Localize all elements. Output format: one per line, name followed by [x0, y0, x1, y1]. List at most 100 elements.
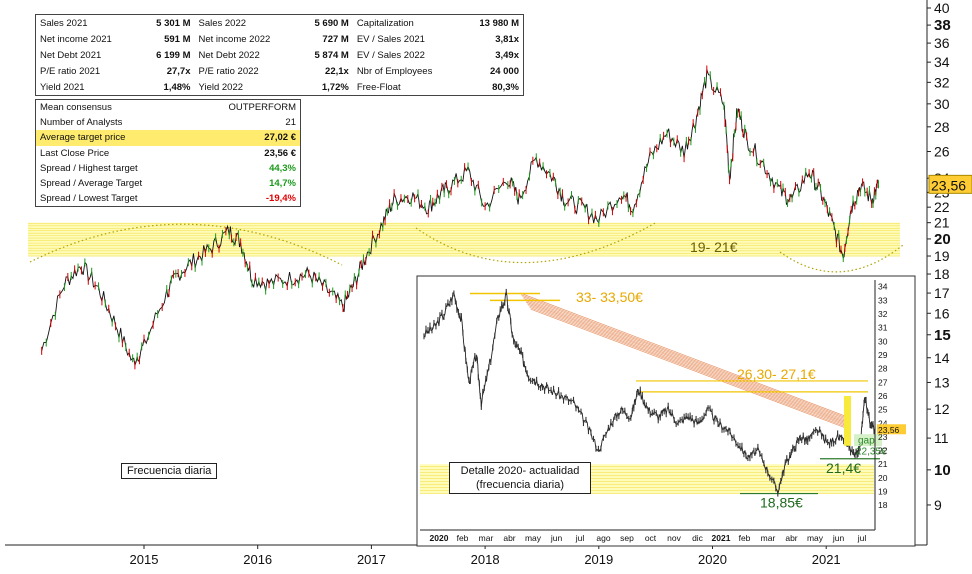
inset-x-tick-label: jul: [575, 533, 585, 543]
fundamentals-label: Capitalization: [356, 17, 414, 29]
inset-y-tick-label: 26: [878, 391, 888, 401]
inset-y-tick-label: 22: [878, 446, 888, 456]
consensus-label: Average target price: [40, 132, 126, 144]
y-tick-label: 26: [934, 144, 950, 160]
fundamentals-value: 727 M: [322, 33, 349, 45]
inset-x-tick-label: ago: [596, 533, 610, 543]
fundamentals-label: Sales 2022: [198, 17, 247, 29]
y-tick-label: 17: [934, 285, 950, 301]
fundamentals-value: 3,81x: [495, 33, 519, 45]
inset-y-tick-label: 28: [878, 364, 888, 374]
consensus-value: 21: [285, 117, 296, 129]
inset-y-tick-label: 19: [878, 487, 888, 497]
dotted-arc: [415, 221, 658, 264]
y-tick-label: 38: [934, 17, 951, 34]
fundamentals-value: 5 690 M: [314, 17, 349, 29]
fundamentals-label: Yield 2022: [198, 81, 244, 93]
inset-x-tick-label: mar: [479, 533, 494, 543]
consensus-value: 14,7%: [269, 178, 296, 190]
consensus-value: 27,02 €: [264, 132, 296, 144]
x-tick-label: 2021: [812, 552, 841, 567]
fundamentals-value: 591 M: [164, 33, 191, 45]
consensus-row: Spread / Lowest Target -19,4%: [36, 191, 301, 207]
fundamentals-label: P/E ratio 2022: [198, 65, 259, 77]
last-close-tag: [928, 174, 972, 194]
y-tick-label: 14: [934, 350, 950, 366]
fundamentals-label: Yield 2021: [40, 81, 85, 93]
y-tick-label: 32: [934, 74, 950, 90]
consensus-label: Spread / Lowest Target: [40, 193, 138, 205]
channel-line: [524, 299, 846, 422]
inset-x-tick-label: feb: [457, 533, 469, 543]
consensus-row: Spread / Average Target 14,7%: [36, 176, 301, 191]
x-tick-label: 2016: [243, 552, 272, 567]
inset-x-tick-label: dic: [692, 533, 704, 543]
detail-label-line1: Detalle 2020- actualidad: [460, 465, 580, 477]
fundamentals-row: P/E ratio 2021 27,7x P/E ratio 2022 22,1x Nb…: [36, 63, 524, 79]
inset-annotation: 18,85€: [760, 495, 803, 511]
fundamentals-row: Yield 2021 1,48% Yield 2022 1,72% Free-Float…: [36, 79, 524, 96]
last-close-value: 23,56: [931, 177, 966, 193]
consensus-value: 23,56 €: [264, 147, 296, 159]
fundamentals-label: EV / Sales 2021: [356, 33, 425, 45]
gap-marker: [844, 395, 851, 446]
inset-x-tick-label: jul: [857, 533, 867, 543]
fundamentals-value: 5 874 M: [314, 49, 349, 61]
inset-x-tick-label: may: [525, 533, 542, 543]
inset-annotation: gap: [858, 436, 875, 447]
x-tick-label: 2017: [357, 552, 386, 567]
fundamentals-label: Net Debt 2021: [40, 49, 102, 61]
fundamentals-value: 1,48%: [163, 81, 191, 93]
detail-label-line2: (frecuencia diaria): [475, 479, 565, 491]
fundamentals-value: 27,7x: [166, 65, 191, 77]
inset-annotation: 33- 33,50€: [576, 289, 643, 305]
frequency-label: Frecuencia diaria: [121, 463, 218, 479]
y-tick-label: 15: [934, 327, 951, 344]
consensus-label: Last Close Price: [40, 147, 110, 159]
inset-y-tick-label: 18: [878, 500, 888, 510]
fundamentals-value: 13 980 M: [479, 17, 519, 29]
inset-y-tick-label: 24: [878, 418, 888, 428]
y-tick-label: 19: [934, 248, 950, 264]
consensus-label: Number of Analysts: [40, 117, 123, 129]
dotted-arc: [29, 223, 343, 266]
inset-y-tick-label: 25: [878, 405, 888, 415]
y-tick-label: 18: [934, 266, 950, 282]
detail-label: Detalle 2020- actualidad (frecuencia dia…: [449, 462, 591, 494]
inset-y-tick-label: 27: [878, 377, 888, 387]
inset-x-tick-label: nov: [667, 533, 681, 543]
y-tick-label: 10: [934, 462, 951, 479]
fundamentals-label: Sales 2021: [40, 17, 88, 29]
channel-line: [528, 305, 846, 426]
inset-x-tick-label: mar: [761, 533, 776, 543]
inset-y-tick-label: 31: [878, 323, 888, 333]
consensus-table: Mean consensus OUTPERFORM Number of Analys…: [35, 99, 301, 208]
inset-y-tick-label: 33: [878, 295, 888, 305]
inset-x-tick-label: 2020: [430, 533, 449, 543]
channel-line: [522, 296, 846, 419]
y-tick-label: 22: [934, 199, 950, 215]
fundamentals-value: 80,3%: [492, 81, 519, 93]
inset-x-tick-label: abr: [785, 533, 797, 543]
fundamentals-value: 1,72%: [321, 81, 349, 93]
inset-x-tick-label: jun: [832, 533, 845, 543]
consensus-value: 44,3%: [269, 162, 296, 174]
fundamentals-label: P/E ratio 2021: [40, 65, 101, 77]
consensus-value: -19,4%: [265, 193, 296, 205]
fundamentals-value: 6 199 M: [156, 49, 191, 61]
consensus-value: OUTPERFORM: [228, 102, 296, 114]
consensus-label: Spread / Highest target: [40, 162, 138, 174]
inset-x-tick-label: jun: [550, 533, 563, 543]
y-tick-label: 9: [934, 497, 942, 513]
inset-last-close-value: 23,56: [878, 425, 900, 435]
y-tick-label: 28: [934, 119, 950, 135]
channel-line: [530, 308, 846, 429]
x-tick-label: 2015: [130, 552, 159, 567]
fundamentals-label: Net income 2021: [40, 33, 112, 45]
y-tick-label: 11: [934, 430, 949, 446]
fundamentals-label: Nbr of Employees: [356, 65, 433, 77]
fundamentals-value: 22,1x: [325, 65, 349, 77]
x-tick-label: 2018: [471, 552, 500, 567]
consensus-row: Mean consensus OUTPERFORM: [36, 100, 301, 116]
fundamentals-label: Net Debt 2022: [198, 49, 260, 61]
